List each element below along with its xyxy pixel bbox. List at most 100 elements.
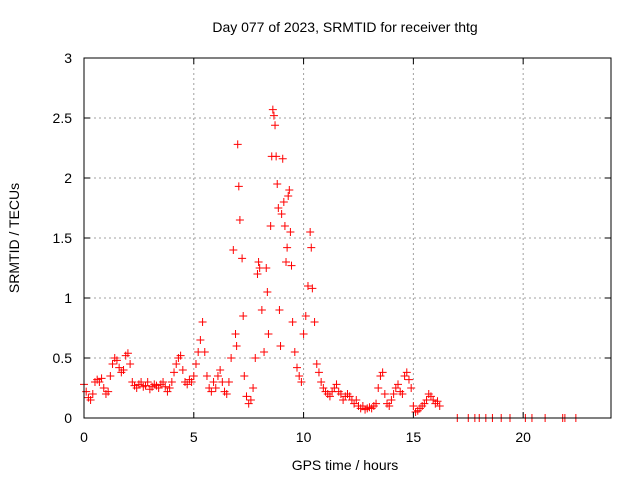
data-point [330,384,339,392]
data-point [387,396,396,404]
data-point [231,330,240,338]
data-point [170,368,179,377]
y-tick-label: 0.5 [53,350,73,366]
data-point [284,192,293,200]
data-point [400,372,409,380]
data-point [352,396,361,404]
data-point [240,372,249,380]
data-point [115,363,124,372]
data-point [233,140,242,149]
x-tick-label: 15 [406,429,422,445]
data-point [123,349,132,358]
data-point [319,384,328,392]
y-axis-label: SRMTID / TECUs [6,183,22,293]
data-point [176,351,185,360]
data-point [88,390,97,398]
data-point [224,378,233,386]
data-point [272,152,281,161]
data-point [119,366,128,374]
data-point [253,270,262,278]
data-point [104,387,113,396]
data-point [264,330,273,338]
data-point [269,111,278,120]
data-point [249,384,258,392]
data-point [207,387,216,396]
tick-labels: 0 5 10 15 20 0 0.5 1 1.5 2 2.5 3 [53,50,532,445]
data-point [283,243,292,252]
data-point [394,380,403,389]
data-point [97,374,106,383]
data-point [378,368,387,377]
plot-frame [83,57,612,419]
data-point [227,354,236,362]
data-point [389,390,398,398]
data-point [409,402,418,410]
data-point [202,372,211,380]
data-point [308,284,317,293]
x-axis-label: GPS time / hours [292,457,399,473]
data-point [376,372,385,380]
axis-ticks [83,57,611,419]
data-point [222,390,231,398]
data-point [112,356,121,365]
data-point [271,121,280,130]
data-point [391,384,400,392]
data-point [239,312,248,320]
data-point [191,360,200,368]
data-point [407,384,416,392]
data-point [402,368,411,377]
data-point [260,348,269,356]
data-point [263,288,272,296]
data-point [196,336,205,344]
data-point [141,381,150,390]
data-point [295,372,304,380]
x-tick-label: 0 [80,429,88,445]
data-point [339,396,348,404]
data-point [108,360,117,368]
data-point [290,348,299,356]
data-point [99,384,108,392]
data-point [268,105,277,114]
data-point [310,318,319,326]
data-point [287,261,296,270]
data-point [216,366,225,374]
data-point [187,378,196,386]
data-point [274,204,283,212]
data-point [286,228,295,236]
data-point [282,258,291,266]
y-tick-label: 2 [64,170,72,186]
data-point [234,182,243,191]
chart-title: Day 077 of 2023, SRMTID for receiver tht… [212,19,477,35]
data-point [229,246,238,254]
data-point [143,378,152,386]
data-point [178,366,187,374]
data-point [277,210,286,218]
data-point [280,222,289,230]
data-point [301,312,310,320]
data-point [307,243,316,252]
data-point [312,360,321,368]
x-tick-label: 10 [296,429,312,445]
data-point [411,408,420,416]
data-point [433,397,442,406]
y-tick-label: 1.5 [53,230,73,246]
data-point [325,392,334,401]
data-point [165,384,174,392]
data-point [332,380,341,389]
data-point [235,216,244,224]
data-point [242,392,251,401]
data-point [161,382,170,391]
data-point [198,318,207,326]
data-point [232,342,241,350]
data-point [172,360,181,368]
data-point [380,390,389,398]
data-point [209,378,218,386]
data-point [244,399,253,408]
y-tick-label: 1 [64,290,72,306]
data-point [257,306,266,314]
data-point [314,368,323,377]
data-point [213,372,222,380]
data-point [126,360,135,368]
data-point [374,384,383,392]
